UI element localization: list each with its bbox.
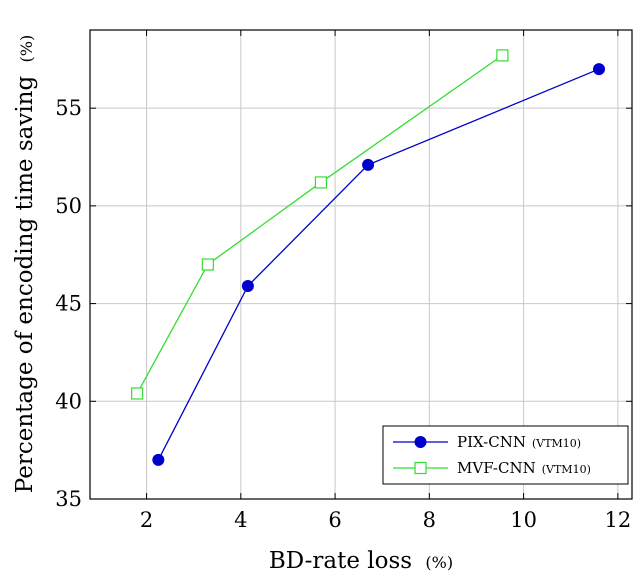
legend: PIX-CNN (VTM10) MVF-CNN (VTM10): [382, 425, 629, 485]
y-tick-label: 50: [55, 194, 82, 218]
legend-box: [382, 425, 629, 485]
x-axis-title-unit: (%): [425, 553, 453, 572]
y-tick-label: 45: [55, 292, 82, 316]
x-tick-label: 12: [604, 508, 631, 532]
series-layer: [131, 49, 606, 466]
data-point: [593, 63, 606, 76]
data-point: [241, 279, 254, 292]
legend-label-name: MVF-CNN: [457, 459, 536, 477]
y-tick-label: 55: [55, 96, 82, 120]
x-axis-title: BD-rate loss (%): [269, 548, 453, 574]
legend-entry-pix-cnn: PIX-CNN (VTM10): [393, 433, 581, 451]
data-point: [131, 387, 144, 400]
x-tick-label: 6: [328, 508, 341, 532]
legend-swatch-marker: [414, 436, 427, 448]
y-axis-title-unit: (%): [17, 35, 36, 63]
x-tick-label: 10: [510, 508, 537, 532]
x-tick-label: 2: [140, 508, 153, 532]
x-tick-label: 8: [423, 508, 436, 532]
y-tick-label: 40: [55, 389, 82, 413]
series-line: [157, 68, 600, 461]
series-pix-cnn: [152, 63, 606, 466]
data-point: [496, 49, 509, 62]
y-axis-title: Percentage of encoding time saving (%): [12, 35, 38, 493]
legend-entry-mvf-cnn: MVF-CNN (VTM10): [393, 459, 591, 477]
legend-label-suffix: (VTM10): [532, 437, 581, 450]
x-tick-label: 4: [234, 508, 247, 532]
legend-swatch-marker: [414, 461, 427, 475]
data-point: [362, 158, 375, 171]
y-tick-label: 35: [55, 487, 82, 511]
y-axis-title-text: Percentage of encoding time saving: [12, 76, 38, 494]
legend-label-suffix: (VTM10): [542, 463, 591, 476]
series-mvf-cnn: [131, 49, 509, 400]
x-axis-title-text: BD-rate loss: [269, 548, 412, 574]
plot-frame: [89, 29, 633, 500]
legend-label: MVF-CNN (VTM10): [457, 459, 591, 477]
data-point: [201, 258, 214, 271]
legend-label: PIX-CNN (VTM10): [457, 433, 581, 451]
series-line: [136, 54, 503, 394]
ticks: 2 4 6 8 10 12 35 40 45 50 55: [55, 30, 632, 532]
data-point: [314, 176, 328, 189]
data-point: [152, 453, 165, 466]
legend-label-name: PIX-CNN: [457, 433, 526, 451]
